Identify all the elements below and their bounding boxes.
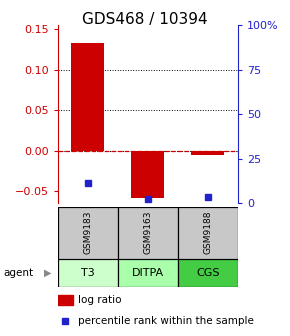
- Bar: [178, 259, 238, 287]
- Text: GSM9163: GSM9163: [143, 211, 153, 254]
- Text: ▶: ▶: [44, 268, 52, 278]
- Text: GSM9188: GSM9188: [203, 211, 212, 254]
- Bar: [58, 207, 118, 259]
- Bar: [118, 259, 178, 287]
- Text: CGS: CGS: [196, 268, 220, 278]
- Bar: [71, 43, 104, 151]
- Text: T3: T3: [81, 268, 95, 278]
- Text: DITPA: DITPA: [132, 268, 164, 278]
- Text: GDS468 / 10394: GDS468 / 10394: [82, 12, 208, 27]
- Bar: [118, 207, 178, 259]
- Bar: [178, 207, 238, 259]
- Text: log ratio: log ratio: [78, 295, 122, 305]
- Text: agent: agent: [3, 268, 33, 278]
- Text: GSM9183: GSM9183: [84, 211, 93, 254]
- Bar: [58, 259, 118, 287]
- Bar: [191, 151, 224, 155]
- Bar: [131, 151, 164, 198]
- Text: percentile rank within the sample: percentile rank within the sample: [78, 316, 254, 326]
- Bar: [58, 294, 72, 305]
